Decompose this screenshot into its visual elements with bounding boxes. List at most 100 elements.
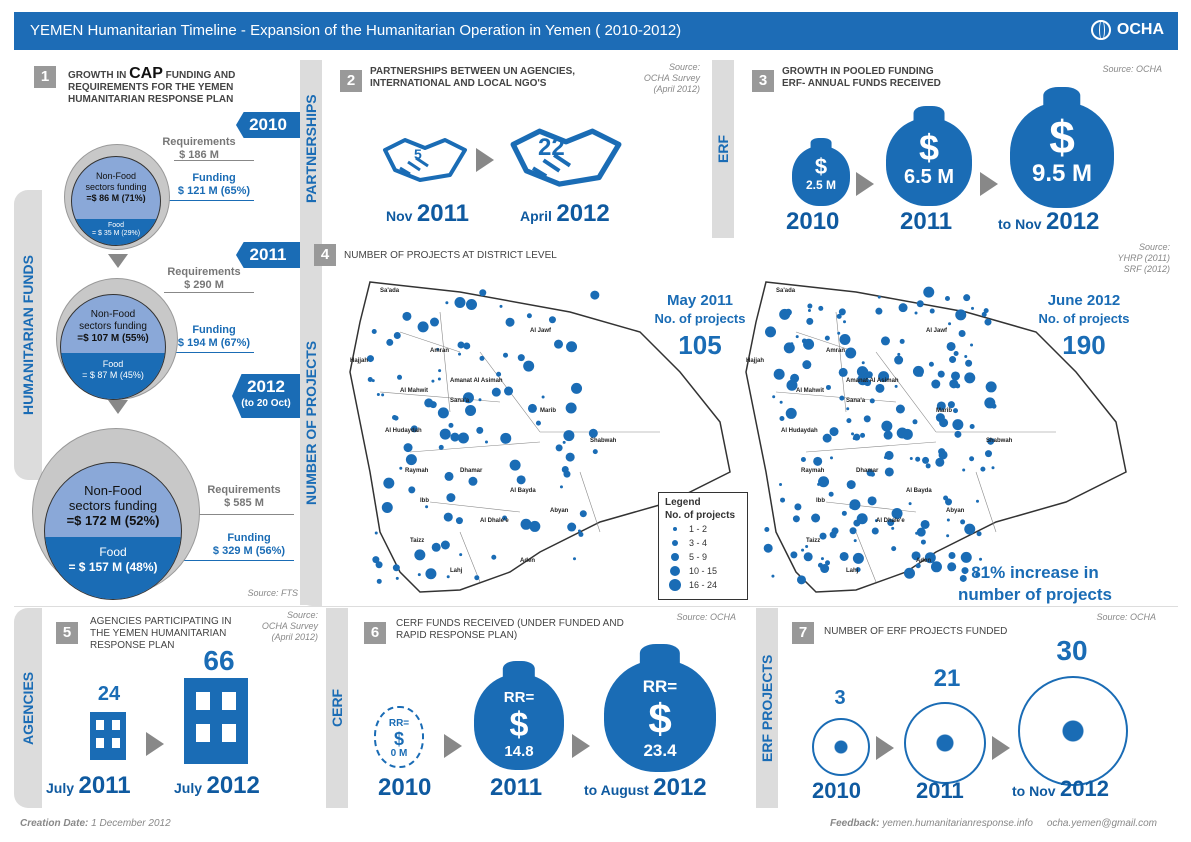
ocha-logo: OCHA xyxy=(1090,20,1164,40)
place-label: Aden xyxy=(916,558,931,564)
legend-dot-icon xyxy=(672,540,678,546)
project-dot xyxy=(954,430,962,438)
place-label: Hajjah xyxy=(350,358,368,364)
project-dot xyxy=(436,347,440,351)
project-dot xyxy=(937,370,945,378)
source-note: Source: OCHA Survey (April 2012) xyxy=(261,610,318,642)
project-dot xyxy=(920,519,930,529)
project-dot xyxy=(964,354,968,358)
requirements-label: Requirements $ 585 M xyxy=(207,484,281,509)
project-dot xyxy=(946,341,956,351)
project-dots xyxy=(763,286,997,585)
requirements-line xyxy=(174,160,254,161)
legend-dot-icon xyxy=(670,566,680,576)
year-label: 2010 xyxy=(378,774,432,801)
place-label: Al Jawf xyxy=(926,328,948,334)
project-dot xyxy=(903,567,915,579)
legend-items: 1 - 2 3 - 4 5 - 9 10 - 15 16 - 24 xyxy=(665,522,741,592)
section-number: 3 xyxy=(752,70,774,92)
project-dot xyxy=(509,459,521,471)
project-dot xyxy=(431,542,441,552)
legend-item: 1 - 2 xyxy=(665,522,741,536)
project-dot xyxy=(523,360,535,372)
place-label: Amanat Al Asimah xyxy=(846,378,899,384)
project-dot xyxy=(516,475,526,485)
project-dot xyxy=(849,499,861,511)
section-humanitarian-funds: HUMANITARIAN FUNDS 1 GROWTH IN CAP FUNDI… xyxy=(14,60,304,605)
project-dot xyxy=(785,407,797,419)
right-arrow-icon xyxy=(444,734,462,758)
place-label: Sana'a xyxy=(450,398,470,404)
project-dot xyxy=(555,444,563,452)
project-dot xyxy=(520,518,532,530)
page-title: YEMEN Humanitarian Timeline - Expansion … xyxy=(30,22,682,39)
project-dot xyxy=(455,517,463,525)
project-dot xyxy=(503,352,509,358)
project-dot xyxy=(948,552,956,560)
legend-label: 16 - 24 xyxy=(689,580,718,590)
project-dot xyxy=(806,317,814,325)
email-link[interactable]: ocha.yemen@gmail.com xyxy=(1046,818,1158,829)
project-dot xyxy=(852,437,856,441)
money-bag-icon: RR= $23.4 xyxy=(604,660,716,772)
project-dot xyxy=(566,341,578,353)
feedback-link[interactable]: yemen.humanitarianresponse.info xyxy=(882,818,1033,829)
project-dot xyxy=(479,355,485,361)
legend-label: 5 - 9 xyxy=(689,552,708,562)
project-dot xyxy=(818,476,830,488)
project-dot xyxy=(946,518,950,522)
place-label: Marib xyxy=(540,408,556,414)
year-tag-2010: 2010 xyxy=(236,112,300,138)
project-dot xyxy=(438,369,442,373)
project-dot xyxy=(437,377,441,381)
project-dot xyxy=(877,295,881,299)
project-dot xyxy=(792,515,800,523)
yemen-map-2012: Sa'ada Al Jawf Hajjah Amran Al Mahwit Amanat … xyxy=(745,281,1127,593)
place-label: Sa'ada xyxy=(380,288,400,294)
project-dot xyxy=(852,552,864,564)
project-dot xyxy=(863,415,871,423)
money-bag-icon: $ 2.5 M xyxy=(792,146,850,206)
project-dot xyxy=(438,444,444,450)
place-label: Al Hudaydah xyxy=(385,428,422,434)
project-dot xyxy=(588,428,598,438)
project-dot xyxy=(828,491,834,497)
place-label: Abyan xyxy=(946,508,965,514)
agency-count: 24 xyxy=(97,683,121,705)
section-cerf: CERF 6 CERF FUNDS RECEIVED (UNDER FUNDED… xyxy=(326,608,756,808)
food-segment: Food = $ 87 M (45%) xyxy=(61,353,165,399)
project-dot xyxy=(948,322,952,326)
project-dot xyxy=(825,384,831,390)
project-dot xyxy=(484,440,488,444)
project-dot xyxy=(764,526,770,532)
section-partnerships: PARTNERSHIPS 2 PARTNERSHIPS BETWEEN UN A… xyxy=(300,60,710,238)
project-dot xyxy=(983,308,989,314)
project-dot xyxy=(939,418,949,428)
page-header: YEMEN Humanitarian Timeline - Expansion … xyxy=(14,12,1178,50)
right-arrow-icon xyxy=(856,172,874,196)
sector-wheel-icon xyxy=(812,718,870,776)
map-projects-count: 190 xyxy=(1062,330,1106,360)
project-dot xyxy=(961,567,969,575)
project-dot xyxy=(965,359,973,367)
project-dot xyxy=(474,575,480,581)
project-dot xyxy=(476,426,484,434)
legend-dot-icon xyxy=(673,527,677,531)
project-dot xyxy=(820,557,824,561)
project-dot xyxy=(448,422,454,428)
project-dot xyxy=(408,486,416,494)
section-agencies: AGENCIES 5 AGENCIES PARTICIPATING IN THE… xyxy=(14,608,326,808)
legend-item: 10 - 15 xyxy=(665,564,741,578)
place-label: Amanat Al Asimah xyxy=(450,378,503,384)
project-dot xyxy=(915,456,921,462)
project-dot xyxy=(984,318,992,326)
down-arrow-icon xyxy=(108,254,128,268)
un-globe-icon xyxy=(1090,20,1111,40)
project-dot xyxy=(894,384,898,388)
project-dot xyxy=(867,496,877,506)
feedback: Feedback: yemen.humanitarianresponse.inf… xyxy=(830,818,1158,829)
project-dot xyxy=(779,416,785,422)
tab-partnerships: PARTNERSHIPS xyxy=(300,60,322,238)
project-dot xyxy=(466,298,478,310)
place-label: Al Mahwit xyxy=(400,388,428,394)
